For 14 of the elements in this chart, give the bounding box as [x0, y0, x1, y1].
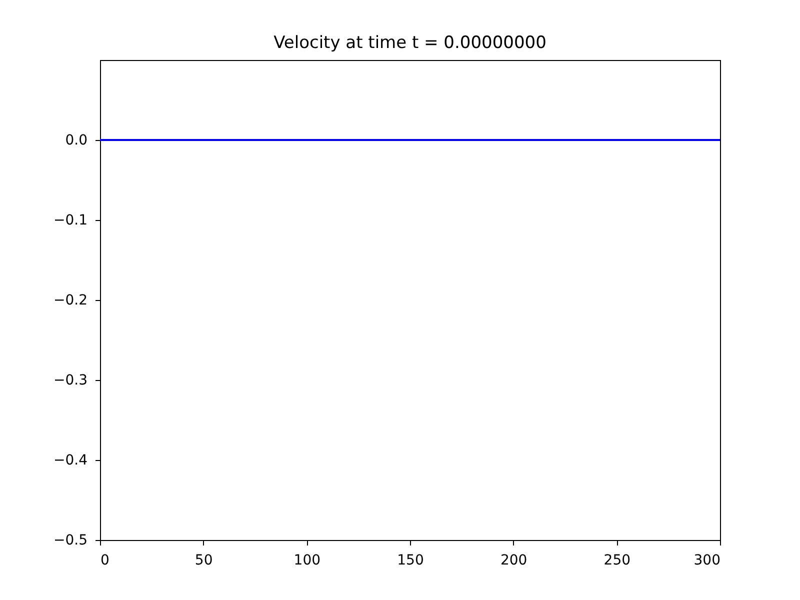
x-tick-label: 150: [397, 552, 424, 568]
x-tick-label: 200: [500, 552, 528, 568]
y-tick-label: −0.5: [54, 532, 88, 548]
x-tick-label: 250: [604, 552, 631, 568]
y-tick-label: −0.2: [54, 292, 88, 308]
x-tick-label: 0: [100, 552, 110, 568]
y-tick-label: −0.1: [54, 212, 88, 228]
x-tick-label: 300: [694, 552, 720, 568]
x-tick-label: 100: [294, 552, 321, 568]
y-tick-label: −0.4: [54, 452, 88, 468]
chart-title: Velocity at time t = 0.00000000: [274, 33, 546, 53]
y-tick-label: 0.0: [65, 132, 88, 148]
y-tick-label: −0.3: [54, 372, 88, 388]
x-tick-label: 50: [194, 552, 213, 568]
